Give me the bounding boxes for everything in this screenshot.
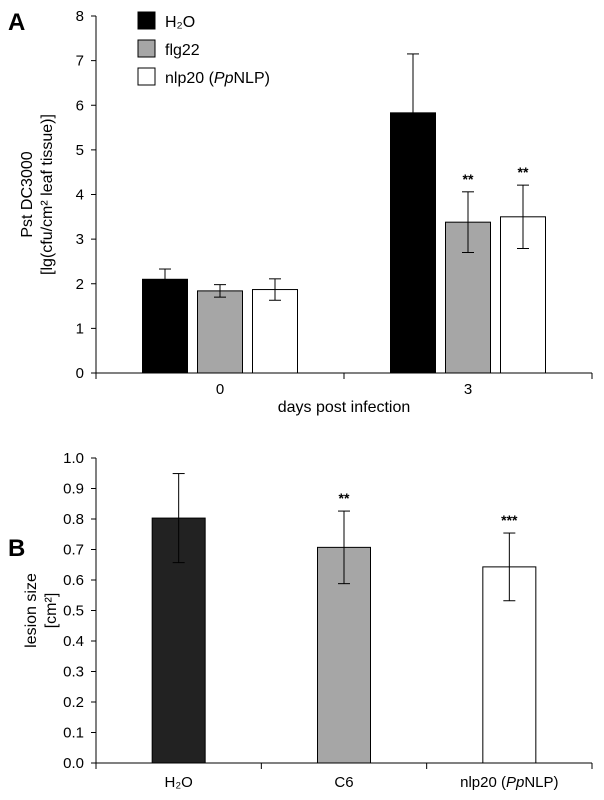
x-tick-label: 0 [216,381,224,398]
y-axis-label-line: lesion size [23,573,40,648]
y-tick-label: 0.3 [63,664,84,681]
y-tick-label: 0.8 [63,511,84,528]
legend-label: flg22 [165,42,200,59]
legend-label: H₂O [165,14,195,31]
y-tick-label: 1.0 [63,450,84,467]
legend: H₂O flg22 nlp20 (PpNLP) [137,11,270,87]
bar [252,289,298,374]
y-tick-label: 8 [76,8,84,25]
y-tick-label: 4 [76,187,84,204]
legend-swatch [137,39,156,58]
x-axis-label: days post infection [278,399,411,416]
panel-label: A [8,9,25,36]
y-tick-label: 0.4 [63,633,84,650]
bar [197,290,243,374]
x-tick-label: C6 [334,774,353,791]
y-axis-label-line: [cm²] [43,593,60,629]
y-tick-label: 0.9 [63,481,84,498]
y-axis-label: lesion size [cm²] [23,573,60,648]
y-axis-label-line: Pst DC3000 [19,151,36,237]
bar [142,278,188,374]
legend-label-part: nlp20 ( [165,70,215,87]
significance-label: *** [501,512,518,528]
y-tick-label: 3 [76,231,84,248]
x-tick-label: nlp20 (PpNLP) [460,774,558,791]
legend-label-part: Pp [214,70,234,87]
x-tick-label-part: Pp [506,774,524,791]
x-tick-label-part: NLP) [524,774,558,791]
x-tick-label-part: nlp20 ( [460,774,506,791]
x-tick-label: 3 [464,381,472,398]
y-tick-label: 6 [76,97,84,114]
significance-label: ** [463,171,474,187]
legend-swatch [137,11,156,30]
y-axis-label: Pst DC3000 [lg(cfu/cm² leaf tissue)] [19,114,56,275]
y-tick-label: 0.1 [63,725,84,742]
x-tick-label: H₂O [165,774,193,791]
y-tick-label: 0.7 [63,542,84,559]
legend-label-part: NLP) [234,70,270,87]
significance-label: ** [518,164,529,180]
y-tick-label: 5 [76,142,84,159]
y-tick-label: 2 [76,276,84,293]
y-tick-label: 0.0 [63,755,84,772]
y-tick-label: 0.2 [63,694,84,711]
panel-b: B 0.0 0.1 0.2 0.3 0.4 0.5 0.6 0.7 0.8 0.9 1.0 H₂O ** C… [8,450,593,791]
panel-a: A 0 1 2 3 4 5 6 7 8 0 3 ** ** days post infection Pst D… [8,8,593,416]
legend-label: nlp20 (PpNLP) [165,70,270,87]
y-tick-label: 0.6 [63,572,84,589]
panel-label: B [8,535,25,562]
y-axis-label-line: [lg(cfu/cm² leaf tissue)] [39,114,56,275]
y-tick-label: 0.5 [63,603,84,620]
y-tick-label: 1 [76,320,84,337]
significance-label: ** [339,490,350,506]
y-tick-label: 7 [76,53,84,70]
legend-swatch [137,67,156,86]
y-tick-label: 0 [76,365,84,382]
